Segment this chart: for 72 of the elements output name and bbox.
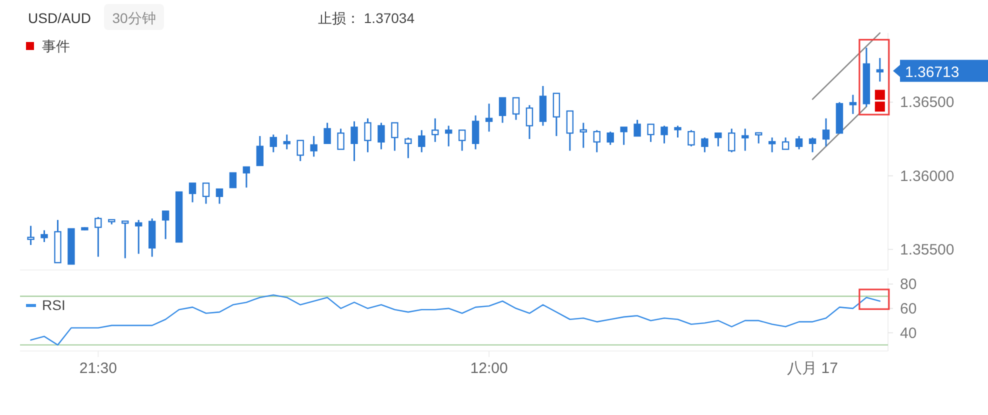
candlestick: [552, 92, 560, 137]
candlestick: [135, 219, 142, 255]
candlestick: [728, 128, 736, 153]
candlestick: [188, 182, 196, 204]
candlestick: [822, 118, 830, 148]
candlestick: [270, 134, 277, 153]
candlestick: [512, 97, 520, 121]
candlestick: [876, 57, 884, 82]
candlestick: [256, 135, 264, 166]
candlestick: [40, 230, 48, 243]
candlestick: [337, 128, 344, 150]
candlestick: [364, 118, 372, 153]
y-tick-label: 80: [900, 276, 917, 294]
candlestick: [593, 129, 600, 153]
candlestick: [432, 118, 439, 143]
candlestick: [350, 120, 358, 162]
candlestick: [404, 136, 412, 159]
candlestick: [324, 122, 331, 144]
candlestick: [768, 136, 776, 153]
candlestick: [660, 124, 668, 144]
candlestick: [229, 172, 237, 188]
candlestick: [27, 225, 34, 246]
candlestick: [674, 124, 682, 138]
y-tick-label: 1.35500: [900, 241, 954, 258]
candlestick: [242, 166, 250, 188]
candlestick: [808, 136, 816, 153]
y-tick-label: 40: [900, 324, 917, 342]
candlestick: [755, 132, 762, 144]
candlestick: [216, 188, 224, 205]
candlestick: [795, 135, 803, 150]
chart-subtitle: 30分钟: [112, 10, 156, 26]
y-tick-label: 1.36500: [900, 94, 954, 112]
x-tick-label: 12:00: [470, 360, 508, 377]
candlestick: [714, 132, 722, 148]
candlestick: [458, 129, 466, 152]
legend-label: 事件: [42, 38, 70, 54]
candlestick: [647, 124, 654, 143]
candlestick: [849, 94, 857, 115]
line-series: [812, 32, 881, 100]
candlestick: [310, 135, 318, 158]
candlestick: [378, 122, 385, 150]
candlestick: [418, 129, 426, 153]
candlestick: [782, 136, 790, 150]
candlestick: [472, 114, 480, 150]
candlestick: [634, 119, 641, 137]
candlestick: [606, 130, 614, 146]
candlestick: [688, 129, 695, 148]
candlestick: [94, 216, 102, 258]
x-tick-label: 八月 17: [787, 360, 838, 377]
candlestick: [620, 126, 628, 146]
x-tick-label: 21:30: [79, 360, 117, 377]
candlestick: [485, 102, 493, 132]
text: 1.36713: [905, 64, 960, 81]
text: 止损： 1.37034: [318, 10, 415, 26]
candlestick: [283, 134, 290, 150]
candlestick: [580, 122, 587, 149]
candlestick: [498, 97, 506, 124]
candlestick: [445, 124, 452, 148]
candlestick: [526, 104, 534, 140]
y-tick-label: 1.36000: [900, 168, 954, 185]
candlestick: [701, 136, 708, 153]
chart-title: USD/AUD: [28, 10, 92, 26]
candlestick: [391, 122, 398, 152]
candlestick: [122, 220, 129, 259]
y-tick-label: 60: [900, 300, 917, 318]
candlestick: [296, 140, 304, 162]
candlestick: [202, 182, 210, 205]
legend-label: RSI: [42, 297, 66, 313]
candlestick: [162, 210, 170, 240]
line-series: [812, 106, 868, 160]
candlestick: [566, 110, 574, 152]
candlestick: [742, 128, 749, 152]
